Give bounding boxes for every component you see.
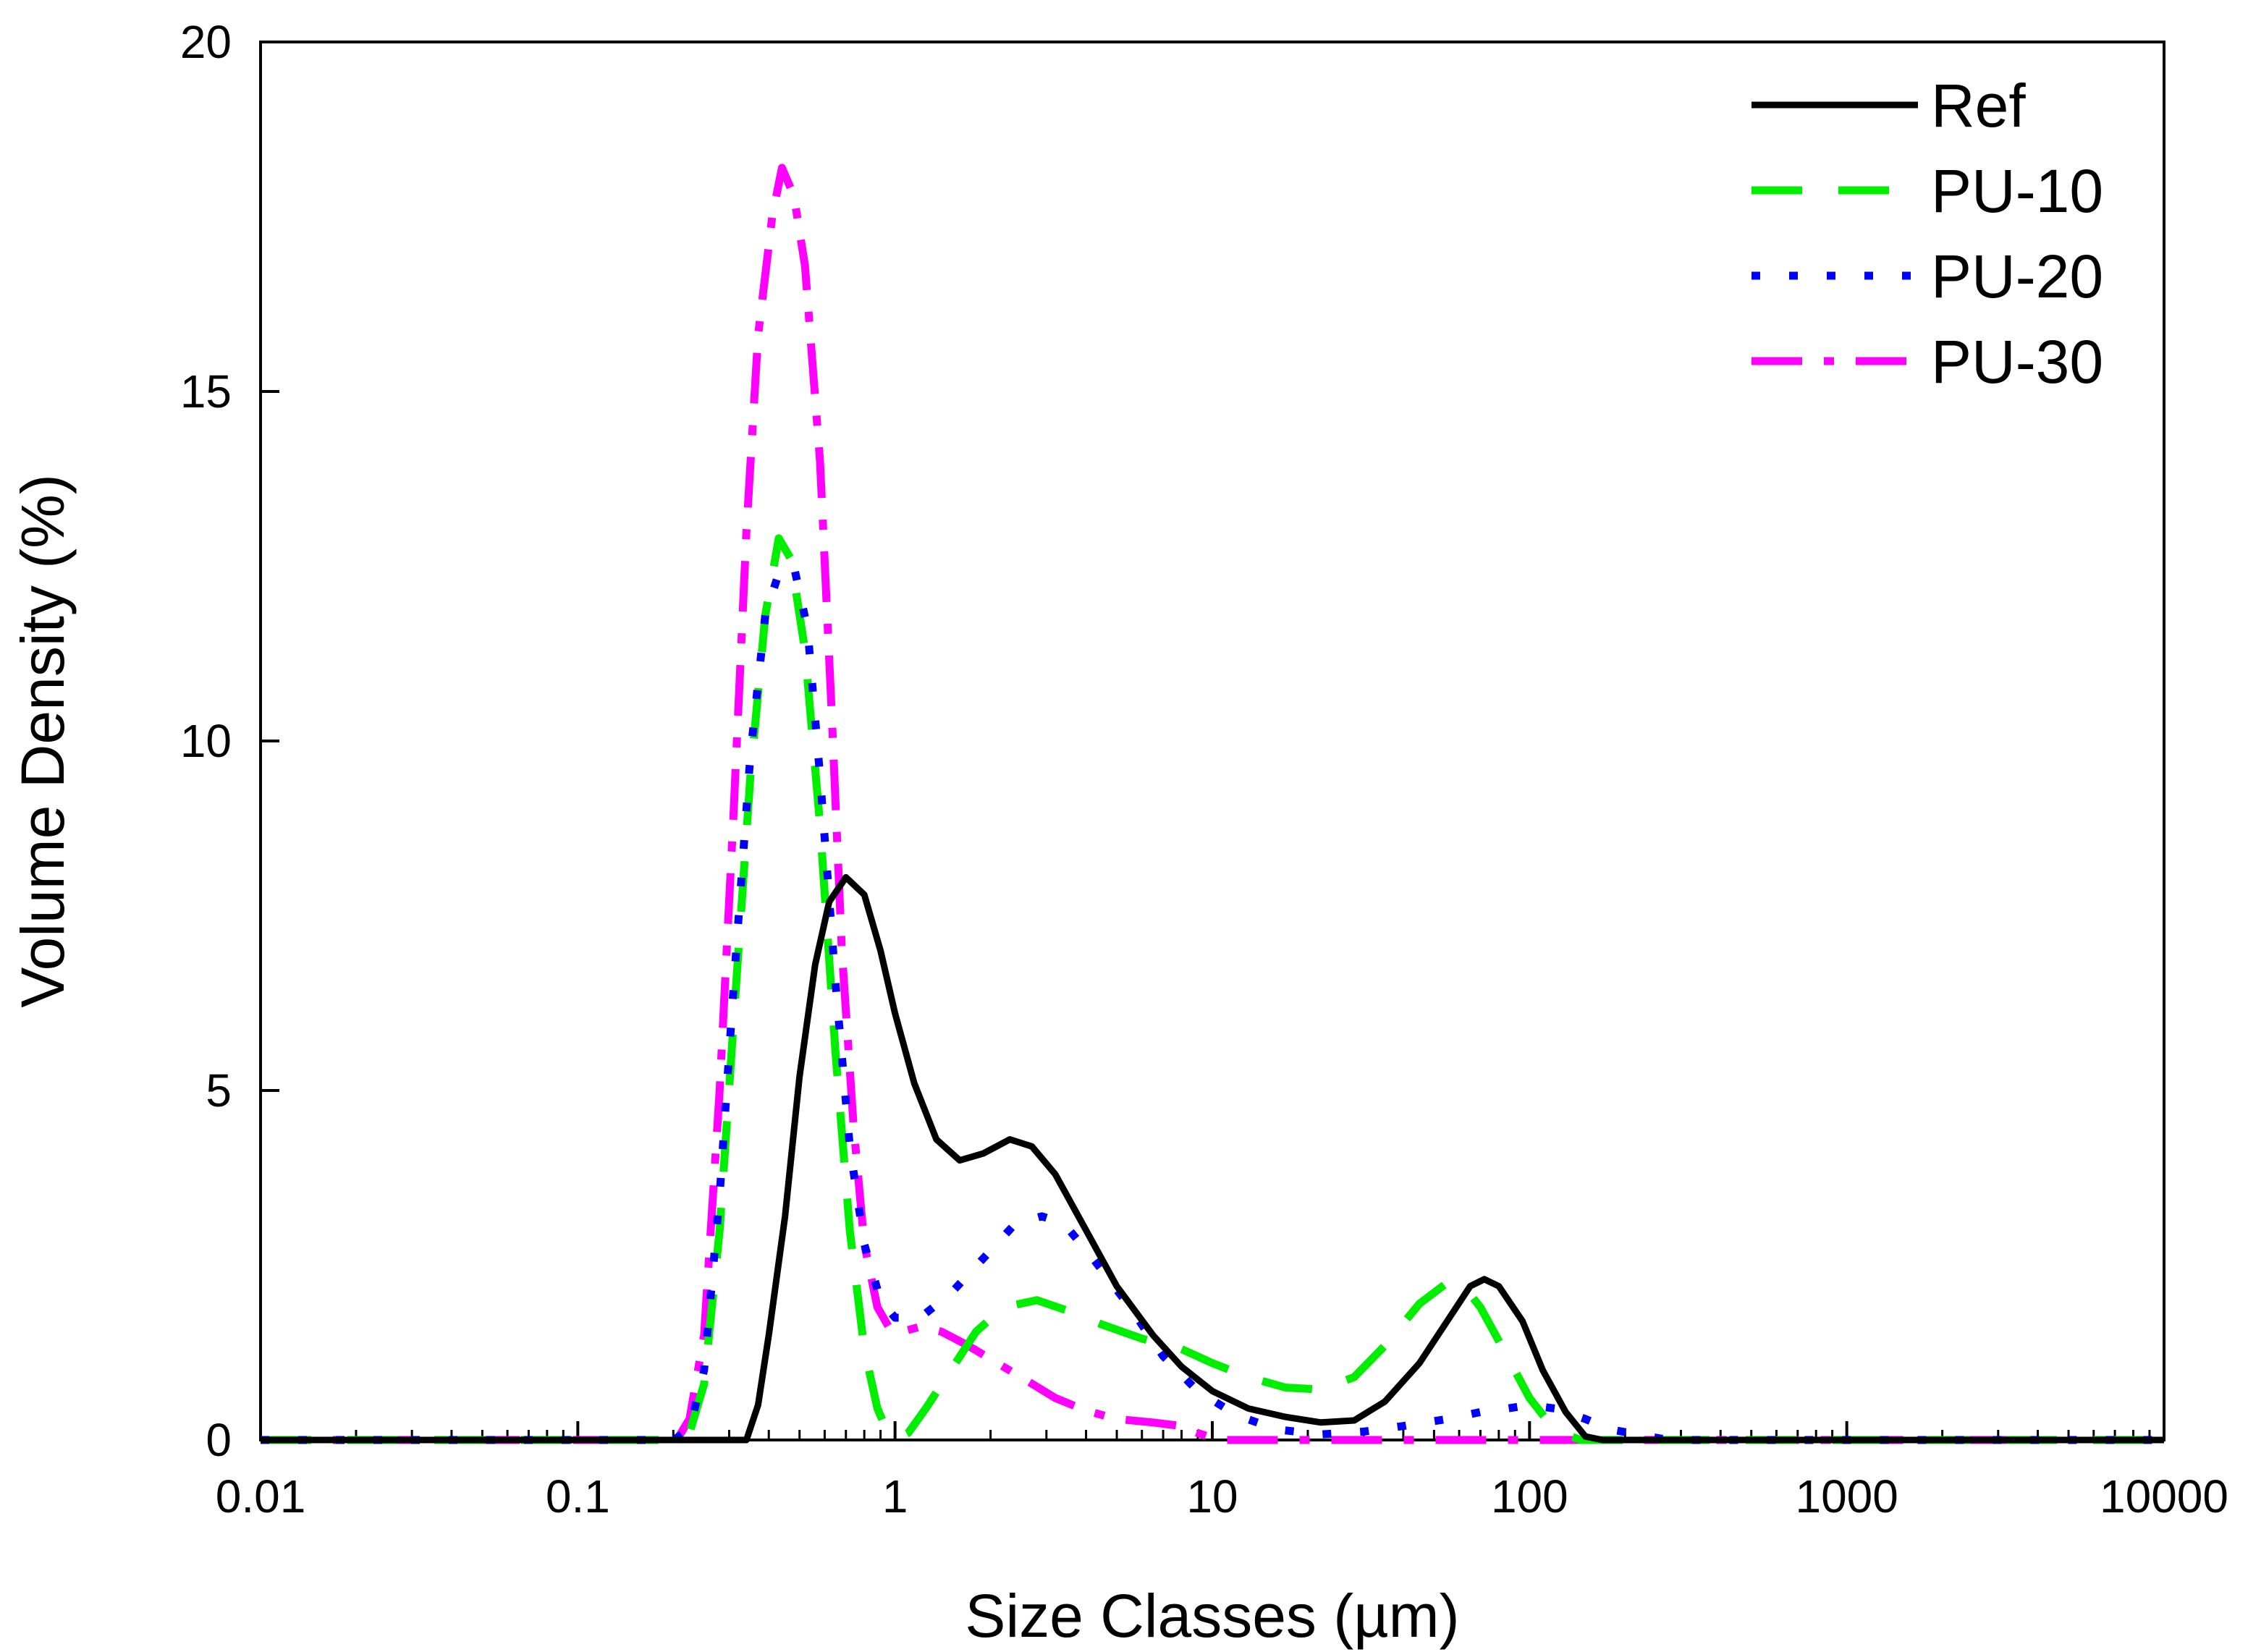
- legend-label: PU-30: [1931, 328, 2103, 396]
- x-tick-label: 1000: [1795, 1470, 1898, 1522]
- y-axis-ticks: 0 5 10 15 20: [180, 16, 279, 1466]
- legend: Ref PU-10 PU-20 PU-30: [1752, 72, 2103, 396]
- x-tick-label: 100: [1491, 1470, 1568, 1522]
- series-line-ref: [261, 873, 2164, 1444]
- legend-label: PU-10: [1931, 157, 2103, 225]
- plot-area: [259, 41, 2165, 1441]
- x-tick-label: 1: [882, 1470, 908, 1522]
- x-tick-label: 10000: [2100, 1470, 2228, 1522]
- x-tick-label: 10: [1186, 1470, 1238, 1522]
- series-line-pu-30: [261, 164, 2016, 1444]
- y-tick-label: 15: [180, 365, 232, 418]
- x-axis-title: Size Classes (µm): [965, 1582, 1459, 1650]
- x-axis-ticks: 0.01 0.1 1 10 100 1000 10000: [216, 1421, 2228, 1522]
- series-layer: [261, 164, 2164, 1444]
- y-tick-label: 10: [180, 715, 232, 767]
- series-line-pu-10: [261, 534, 2164, 1444]
- plot-frame: [259, 41, 2165, 1441]
- legend-label: PU-20: [1931, 242, 2103, 310]
- x-tick-label: 0.01: [216, 1470, 306, 1522]
- y-axis-title: Volume Density (%): [9, 474, 77, 1008]
- y-tick-label: 0: [206, 1414, 232, 1466]
- legend-label: Ref: [1931, 72, 2026, 140]
- y-tick-label: 5: [206, 1064, 232, 1117]
- x-tick-label: 0.1: [546, 1470, 610, 1522]
- y-tick-label: 20: [180, 16, 232, 68]
- series-line-pu-20: [261, 562, 2164, 1444]
